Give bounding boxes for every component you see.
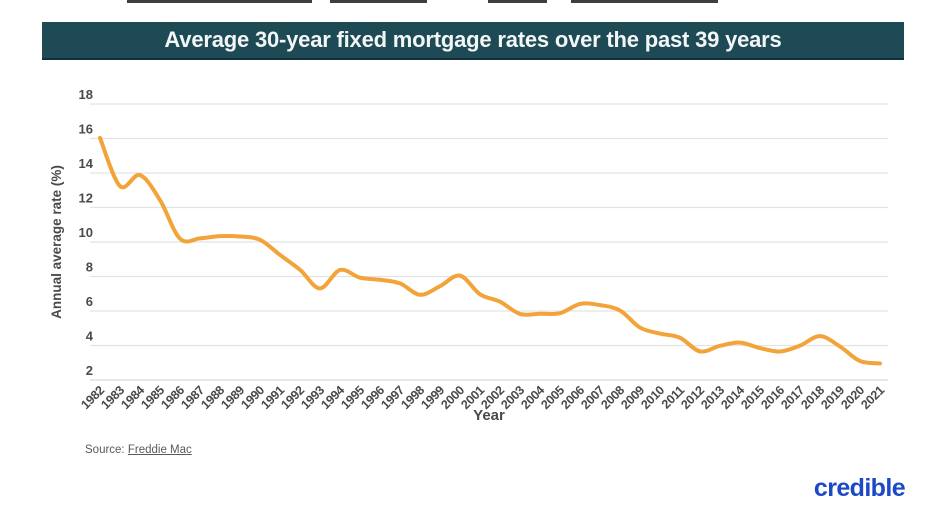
y-tick-label: 16 xyxy=(79,122,93,137)
source-label: Source: xyxy=(85,444,125,456)
chart-title-banner: Average 30-year fixed mortgage rates ove… xyxy=(42,22,904,60)
credible-logo: credible xyxy=(813,474,906,502)
source-link-freddie-mac[interactable]: Freddie Mac xyxy=(127,444,192,456)
y-tick-label: 2 xyxy=(86,363,93,378)
y-tick-label: 14 xyxy=(79,156,94,171)
cropped-top-artifact xyxy=(571,0,718,3)
y-tick-label: 12 xyxy=(79,191,93,206)
rate-line-series xyxy=(98,135,882,366)
cropped-top-artifact xyxy=(127,0,312,3)
x-tick-label: 2021 xyxy=(858,383,887,412)
y-axis-title: Annual average rate (%) xyxy=(49,165,64,319)
source-attribution: Source: Freddie Mac xyxy=(85,444,192,456)
chart-title: Average 30-year fixed mortgage rates ove… xyxy=(164,27,782,52)
cropped-top-artifact xyxy=(330,0,427,3)
y-tick-label: 10 xyxy=(79,225,93,240)
cropped-top-artifact xyxy=(488,0,547,3)
chart-area: 2 4 6 8 10 12 14 16 18 1982 1983 1984 1985 1986 1987 19… xyxy=(0,80,932,450)
x-axis-title: Year xyxy=(473,407,505,424)
y-tick-label: 18 xyxy=(79,87,93,102)
y-tick-label: 8 xyxy=(86,260,93,275)
mortgage-rate-line-chart: 2468101214161819821983198419851986198719… xyxy=(49,87,888,424)
y-tick-label: 4 xyxy=(86,329,94,344)
y-tick-label: 6 xyxy=(86,294,93,309)
